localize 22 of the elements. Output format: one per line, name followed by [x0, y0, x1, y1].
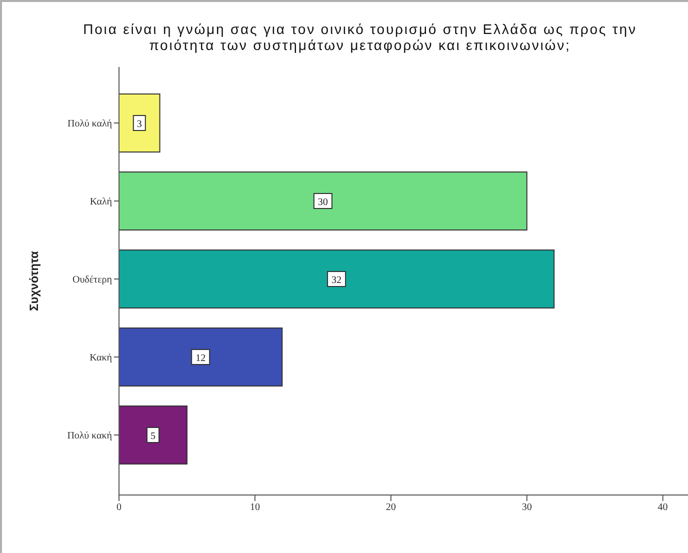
y-tick-label: Καλή [90, 196, 112, 208]
y-tick-label: Πολύ καλή [67, 118, 112, 130]
y-tick-label: Πολύ κακή [67, 430, 112, 442]
bar [119, 406, 188, 464]
x-tick-label: 20 [386, 502, 396, 514]
x-tick-label: 40 [658, 502, 668, 514]
data-label: 32 [332, 275, 342, 286]
y-tick-label: Ουδέτερη [72, 274, 112, 286]
data-label: 5 [150, 431, 156, 442]
x-tick-label: 30 [522, 502, 532, 514]
chart-title: Ποια είναι η γνώμη σας για τον οινικό τουρισμό στην Ελλάδα ως προς την ποιότητα των συστημάτων μεταφορών και επικοινωνιών; [82, 21, 638, 53]
bar [119, 94, 160, 152]
x-tick-label: 10 [250, 502, 260, 514]
data-label: 12 [196, 353, 206, 364]
bar [119, 172, 528, 230]
y-tick-label: Κακή [90, 352, 112, 364]
x-tick-label: 0 [116, 502, 122, 514]
data-label: 30 [318, 197, 328, 208]
y-axis-title: Συχνότητα [27, 250, 42, 311]
bar [119, 328, 283, 386]
bar [119, 250, 555, 308]
data-label: 3 [136, 119, 142, 130]
